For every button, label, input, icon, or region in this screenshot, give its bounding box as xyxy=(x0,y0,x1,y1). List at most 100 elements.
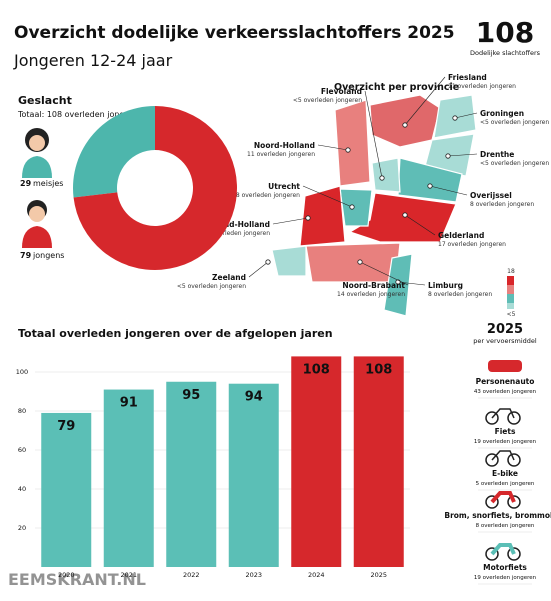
bar-value-label: 94 xyxy=(245,390,263,405)
bar xyxy=(103,389,154,567)
bar-value-label: 108 xyxy=(303,362,330,377)
bar-title: Totaal overleden jongeren over de afgelo… xyxy=(18,327,333,340)
frame-icon xyxy=(490,543,516,556)
map-legend: 18 <5 xyxy=(507,268,516,318)
leader-dot xyxy=(379,175,385,181)
leader-dot xyxy=(445,153,451,159)
wheel-icon xyxy=(485,411,499,425)
leader-dot xyxy=(452,115,458,121)
province-label: <5 overleden jongeren xyxy=(480,160,549,167)
province-label: 14 overleden jongeren xyxy=(337,291,405,298)
transport-title: 2025 xyxy=(487,322,523,337)
transport-name: Fiets xyxy=(495,427,516,436)
frame-icon xyxy=(491,408,515,419)
watermark: EEMSKRANT.NL xyxy=(8,570,146,589)
leader-dot xyxy=(265,259,271,265)
boy-icon xyxy=(22,200,52,248)
transport-name: Motorfiets xyxy=(483,563,527,572)
province-name: Groningen xyxy=(480,109,524,118)
bar xyxy=(353,356,404,567)
pie-slice xyxy=(72,106,155,198)
wheel-icon xyxy=(485,453,499,467)
leader-line xyxy=(447,153,478,157)
leader-dot xyxy=(357,259,363,265)
bar xyxy=(228,383,279,567)
boys-label: jongens xyxy=(32,251,64,260)
subtitle: Jongeren 12-24 jaar xyxy=(13,51,173,70)
wheel-icon xyxy=(485,495,499,509)
province-label: 8 overleden jongeren xyxy=(428,291,492,298)
x-tick-label: 2021 xyxy=(120,571,137,579)
province-name: Zuid-Holland xyxy=(216,220,270,229)
province-name: Noord-Holland xyxy=(254,141,315,150)
car-icon xyxy=(488,360,522,372)
province-name: Gelderland xyxy=(438,231,484,240)
province-name: Drenthe xyxy=(480,150,514,159)
bar xyxy=(291,356,342,567)
leader-dot xyxy=(402,212,408,218)
province-label: <5 overleden jongeren xyxy=(480,119,549,126)
gender-title: Geslacht xyxy=(18,94,72,107)
x-tick-label: 2020 xyxy=(58,571,75,579)
province-label: 17 overleden jongeren xyxy=(438,241,506,248)
bar xyxy=(166,381,217,567)
transport-subtitle: per vervoersmiddel xyxy=(473,337,537,345)
map xyxy=(271,94,477,317)
leader-line xyxy=(364,90,383,179)
province-name: Noord-Brabant xyxy=(342,281,405,290)
legend-min: <5 xyxy=(507,311,516,318)
leader-line xyxy=(454,112,478,119)
transport-name: E-bike xyxy=(492,469,518,478)
leader-line xyxy=(359,261,409,286)
leader-dot xyxy=(345,147,351,153)
leader-dot xyxy=(349,204,355,210)
frame-icon xyxy=(490,491,516,504)
y-tick-label: 100 xyxy=(16,368,28,376)
province-name: Limburg xyxy=(428,281,463,290)
leader-line xyxy=(248,261,269,278)
province-name: Flevoland xyxy=(321,87,362,96)
title: Overzicht dodelijke verkeersslachtoffers… xyxy=(14,23,455,43)
leader-line xyxy=(272,217,309,225)
leader-dot xyxy=(427,183,433,189)
girls-label: meisjes xyxy=(33,179,63,188)
x-tick-label: 2023 xyxy=(245,571,262,579)
province-name: Friesland xyxy=(448,73,487,82)
wheel-icon xyxy=(485,547,499,561)
leader-dot xyxy=(305,215,311,221)
legend-max: 18 xyxy=(507,268,515,275)
wheel-icon xyxy=(507,411,521,425)
province-name: Utrecht xyxy=(268,182,300,191)
girls-value: 29 xyxy=(20,179,32,188)
x-tick-label: 2025 xyxy=(370,571,387,579)
total-count: 108 xyxy=(476,16,534,49)
transport-name: Brom, snorfiets, brommobiel xyxy=(444,511,551,520)
province-label: <5 overleden jongeren xyxy=(293,97,362,104)
province-label: 8 overleden jongeren xyxy=(236,192,300,199)
province-label: <5 overleden jongeren xyxy=(177,283,246,290)
x-tick-label: 2022 xyxy=(183,571,200,579)
leader-line xyxy=(429,185,468,196)
transport-detail: 19 overleden jongeren xyxy=(474,439,537,445)
wheel-icon xyxy=(507,495,521,509)
wheel-icon xyxy=(507,547,521,561)
bar-value-label: 95 xyxy=(182,388,200,403)
wheel-icon xyxy=(507,453,521,467)
frame-icon xyxy=(491,450,515,461)
transport-detail: 19 overleden jongeren xyxy=(474,575,537,581)
bar-value-label: 91 xyxy=(120,396,138,411)
boys-value: 79 xyxy=(20,251,32,260)
transport-name: Personenauto xyxy=(476,377,535,386)
y-tick-label: 80 xyxy=(18,407,26,415)
leader-line xyxy=(404,76,446,126)
map-title: Overzicht per provincie xyxy=(334,82,459,93)
y-tick-label: 60 xyxy=(18,446,26,454)
y-tick-label: 20 xyxy=(18,524,26,532)
bar xyxy=(41,412,92,567)
girl-icon xyxy=(22,128,52,178)
leader-line xyxy=(404,214,436,236)
province-name: Overijssel xyxy=(470,191,512,200)
leader-line xyxy=(317,144,349,151)
